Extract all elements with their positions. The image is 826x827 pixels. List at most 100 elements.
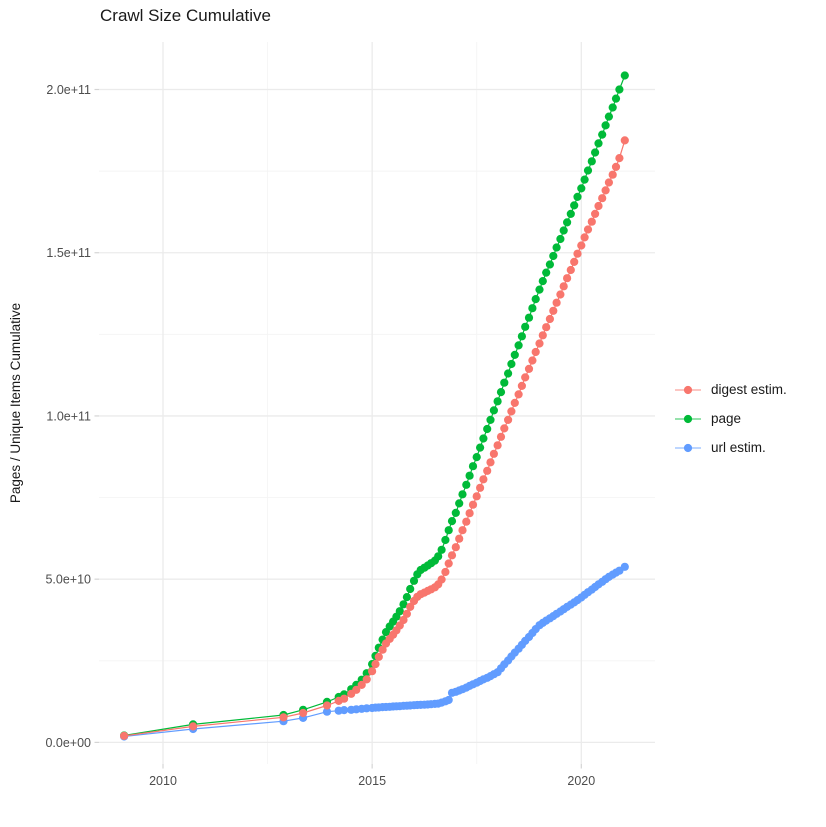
data-point (573, 192, 582, 201)
data-point (559, 226, 568, 235)
data-point (486, 415, 495, 424)
data-point (573, 249, 582, 258)
legend: digest estim. page url estim. (674, 380, 787, 457)
data-point (604, 178, 614, 187)
data-point (368, 667, 377, 676)
data-point (620, 71, 629, 80)
data-point (434, 552, 443, 561)
data-point (455, 499, 464, 508)
data-point (538, 331, 547, 340)
data-point (504, 369, 513, 378)
legend-key-url-icon (675, 443, 701, 452)
x-tick-label: 2010 (149, 774, 177, 788)
data-point (608, 103, 617, 112)
series-line (124, 140, 626, 737)
data-point (399, 615, 408, 625)
y-tick-label: 5.0e+10 (45, 573, 91, 587)
data-point (447, 517, 457, 526)
data-point (598, 194, 607, 203)
series-url-estim (120, 562, 629, 741)
data-point (620, 136, 629, 145)
y-tick-label: 1.5e+11 (46, 246, 91, 260)
data-point (611, 94, 621, 103)
data-point (496, 388, 506, 397)
data-point (510, 350, 519, 359)
data-point (472, 453, 481, 462)
legend-label: digest estim. (711, 382, 787, 397)
data-point (500, 424, 509, 433)
data-point (542, 323, 551, 332)
data-point (493, 441, 502, 450)
data-point (542, 268, 551, 277)
data-point (279, 713, 288, 722)
data-point (406, 584, 415, 594)
legend-item-url: url estim. (674, 438, 787, 457)
data-point (489, 449, 498, 458)
data-point (556, 290, 565, 299)
data-point (620, 562, 629, 571)
data-point (601, 186, 610, 195)
data-point (299, 708, 308, 718)
data-point (587, 157, 596, 166)
data-point (570, 257, 579, 266)
data-point (615, 154, 624, 163)
data-point (479, 434, 488, 443)
data-point (472, 492, 481, 501)
data-point (340, 694, 349, 703)
data-point (409, 576, 419, 585)
series-page (120, 71, 629, 740)
data-point (514, 341, 523, 350)
legend-key-dot (683, 385, 693, 394)
data-point (483, 466, 492, 475)
data-point (476, 443, 485, 452)
data-point (120, 731, 129, 741)
data-point (462, 517, 471, 526)
data-point (510, 398, 519, 407)
data-point (468, 500, 478, 509)
data-point (517, 332, 527, 341)
data-point (514, 390, 523, 399)
data-point (451, 508, 460, 517)
data-point (570, 201, 579, 210)
data-point (615, 85, 624, 94)
data-point (535, 339, 544, 348)
data-point (521, 322, 530, 331)
data-point (476, 483, 485, 492)
y-tick-label: 2.0e+11 (46, 83, 91, 97)
data-point (528, 356, 537, 365)
data-point (462, 480, 471, 489)
data-point (399, 600, 408, 609)
gridlines (99, 42, 655, 764)
data-point (566, 209, 575, 218)
data-point (455, 534, 464, 543)
legend-key-digest-icon (675, 385, 701, 394)
data-point (378, 645, 387, 654)
data-point (566, 265, 575, 275)
data-point (465, 471, 474, 480)
data-point (189, 722, 198, 731)
data-point (402, 609, 411, 618)
data-point (563, 218, 572, 227)
data-point (371, 660, 380, 669)
data-point (374, 652, 383, 662)
data-point (444, 526, 453, 535)
data-point (611, 162, 621, 171)
data-point (352, 685, 361, 694)
legend-key-page-icon (675, 414, 701, 423)
legend-key-dot (683, 414, 693, 423)
legend-label: page (711, 411, 742, 426)
data-point (535, 285, 544, 294)
data-point (441, 535, 450, 545)
data-point (322, 707, 332, 716)
data-point (362, 675, 371, 684)
data-point (517, 381, 527, 390)
y-tick-label: 0.0e+00 (45, 736, 91, 750)
data-point (583, 225, 593, 234)
data-point (604, 112, 614, 121)
data-point (559, 282, 568, 291)
data-point (437, 575, 446, 584)
series-digest-estim (120, 136, 629, 741)
data-point (524, 364, 534, 373)
